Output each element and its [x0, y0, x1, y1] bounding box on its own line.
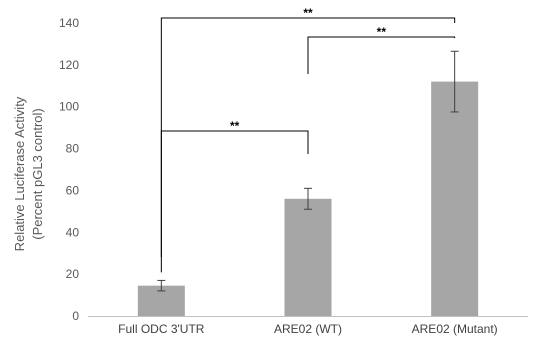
x-tick-label: ARE02 (WT)	[274, 322, 342, 336]
bar	[284, 198, 332, 316]
error-bar	[304, 187, 312, 210]
y-axis-label-line2: (Percent pGL3 control)	[30, 108, 45, 240]
significance-label: **	[230, 119, 240, 133]
error-bar	[450, 50, 459, 113]
y-tick-label: 120	[59, 58, 79, 72]
y-tick-label: 100	[59, 100, 79, 114]
y-tick-label: 60	[66, 183, 80, 197]
bar	[431, 81, 479, 316]
y-tick-label: 0	[72, 309, 79, 323]
significance-label: **	[303, 6, 313, 20]
bars	[137, 81, 479, 316]
y-tick-label: 80	[66, 142, 80, 156]
y-axis-label-line1: Relative Luciferase Activity	[12, 96, 27, 251]
x-tick-label: ARE02 (Mutant)	[412, 322, 498, 336]
y-axis-label: Relative Luciferase Activity (Percent pG…	[12, 96, 45, 251]
x-tick-label: Full ODC 3'UTR	[118, 322, 205, 336]
y-tick-label: 140	[59, 16, 79, 30]
significance-brackets: ** ** **	[160, 6, 456, 273]
significance-bracket: **	[160, 6, 456, 257]
error-bar	[157, 279, 166, 292]
significance-bracket: **	[307, 25, 456, 74]
y-tick-label: 20	[66, 267, 80, 281]
error-bars	[157, 50, 459, 292]
x-axis: Full ODC 3'UTR ARE02 (WT) ARE02 (Mutant)	[118, 322, 498, 336]
significance-label: **	[377, 25, 387, 39]
y-tick-label: 40	[66, 225, 80, 239]
y-axis: 0 20 40 60 80 100 120 140	[59, 16, 79, 323]
